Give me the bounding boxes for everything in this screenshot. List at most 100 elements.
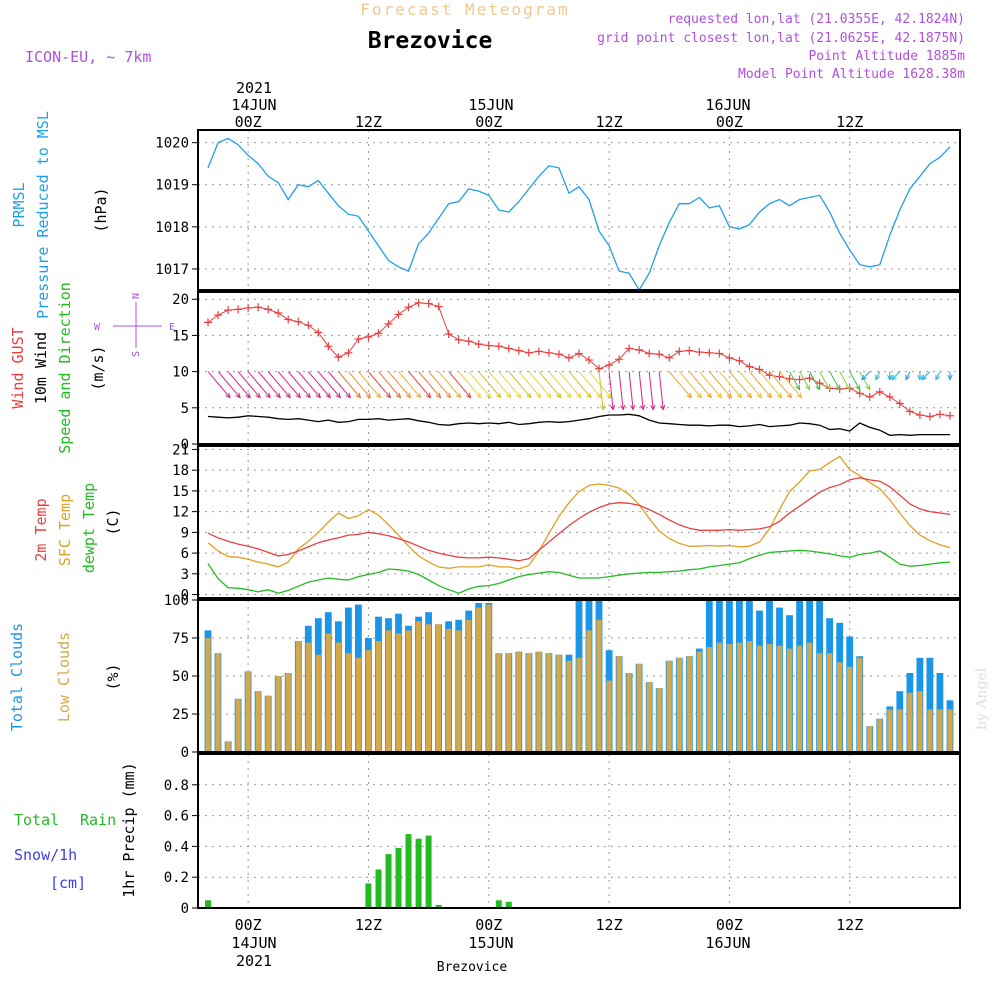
pressure-panel: 1017 1018 1019 1020 [155,129,961,292]
gust-point-41 [615,355,624,364]
low-cloud-bar-49 [696,651,702,752]
wind-arrow-3 [237,371,261,399]
low-cloud-bar-68 [887,709,893,752]
low-cloud-bar-6 [265,695,271,752]
low-cloud-bar-61 [817,653,823,752]
gust-point-17 [374,329,383,338]
precip-ytick-label-1: 0.2 [164,870,189,886]
bottom-year: 2021 [236,952,272,970]
low-cloud-bar-4 [245,671,251,752]
wind-arrow-7 [277,371,301,399]
wind-10m-label: 10m Wind [32,332,50,404]
gust-point-12 [324,342,333,351]
low-cloud-bar-27 [476,607,482,752]
low-cloud-bar-19 [395,633,402,752]
gust-point-14 [344,348,353,357]
pressure-ytick-label-2: 1019 [155,178,189,194]
snow-label: Snow/1h [14,846,77,864]
temp-ytick-label-3: 9 [181,525,189,541]
wind-arrow-71 [917,371,923,381]
low-cloud-bar-8 [285,673,291,752]
top-day-2: 16JUN [705,96,750,114]
wind-arrow-18 [388,371,412,399]
low-cloud-bar-63 [837,662,843,752]
clouds-ytick-label-0: 0 [181,745,189,761]
precip-ytick-label-2: 0.4 [164,839,189,855]
precip-labels: Total Rain Snow/1h [cm] 1hr Precip (mm) [14,762,138,897]
gust-point-6 [264,305,273,314]
wind-arrow-51 [719,371,743,399]
wind-arrow-49 [698,371,723,399]
gust-point-3 [234,305,243,314]
gust-point-1 [214,311,223,320]
gust-point-15 [354,335,363,344]
low-cloud-bar-23 [436,624,442,752]
low-cloud-bar-10 [305,642,311,752]
temp-labels: 2m Temp SFC Temp dewpt Temp (C) [32,483,122,573]
wind-arrow-28 [488,371,512,399]
temp-ytick-label-7: 21 [172,442,189,458]
low-cloud-bar-36 [566,660,572,752]
gust-point-57 [775,372,784,381]
wind-arrow-14 [348,371,372,399]
low-cloud-bar-20 [405,630,412,752]
gust-point-23 [434,302,443,311]
wind-arrow-8 [287,371,311,399]
low-cloud-bar-54 [746,641,752,752]
compass-w: W [94,322,101,333]
low-cloud-bar-74 [947,709,953,752]
rain-bar-29 [495,900,502,908]
top-tick-label-2: 00Z [475,113,502,131]
gust-point-58 [785,374,794,383]
pressure-labels: PRMSL Pressure Reduced to MSL (hPa) [10,111,110,319]
top-tick-label-3: 12Z [596,113,623,131]
low-cloud-bar-67 [877,718,883,752]
low-cloud-bar-7 [275,676,281,752]
low-cloud-bar-25 [456,630,462,752]
gust-point-30 [504,344,513,353]
pressure-ytick-label-1: 1018 [155,220,189,236]
rain-bar-19 [395,847,402,908]
low-cloud-bar-69 [897,709,903,752]
wind-arrow-66 [860,371,871,381]
top-tick-label-1: 12Z [355,113,382,131]
wind-arrow-57 [779,371,803,399]
low-cloud-bar-18 [385,630,392,752]
low-cloud-bar-56 [766,644,773,752]
gust-point-22 [424,299,433,308]
wind-arrow-9 [297,371,322,399]
clouds-panel: 0 25 50 75 100 [164,593,961,761]
gust-point-29 [494,342,503,351]
grid-point-coords: grid point closest lon,lat (21.0625E, 42… [597,31,965,46]
wind-arrow-60 [809,371,821,391]
low-cloud-bar-13 [335,642,341,752]
wind-arrow-12 [327,371,352,399]
wind-arrow-16 [368,371,392,399]
clouds-y-axis: 0 25 50 75 100 [164,593,198,761]
wind-arrow-54 [749,371,773,399]
gust-point-67 [875,387,884,396]
rain-bar-22 [425,835,432,908]
wind-arrow-59 [799,371,811,391]
precip-ytick-label-0: 0 [181,901,189,917]
wind-labels: Wind GUST 10m Wind Speed and Direction (… [9,282,175,454]
compass-n: N [131,293,142,299]
gust-point-20 [404,303,413,312]
temp-y-axis: 0 3 6 9 12 15 18 21 [172,442,198,604]
gust-point-45 [655,350,664,359]
low-cloud-bar-58 [786,648,793,752]
rain-bar-23 [435,904,442,908]
gust-point-25 [454,335,463,344]
wind-arrow-67 [875,371,881,381]
gust-point-18 [384,319,393,328]
bottom-day-2: 16JUN [705,934,750,952]
footer-location: Brezovice [437,960,508,975]
low-cloud-bar-9 [295,641,301,752]
low-cloud-bar-59 [797,645,803,752]
wind-arrow-31 [518,371,542,399]
wind-arrow-42 [628,371,636,411]
wind-arrow-45 [658,371,666,411]
top-date-axis: 2021 14JUN 15JUN 16JUN 00Z 12Z 00Z 12Z 00Z 12… [231,79,863,131]
low-cloud-bar-28 [486,604,492,752]
low-cloud-bar-44 [646,682,652,752]
